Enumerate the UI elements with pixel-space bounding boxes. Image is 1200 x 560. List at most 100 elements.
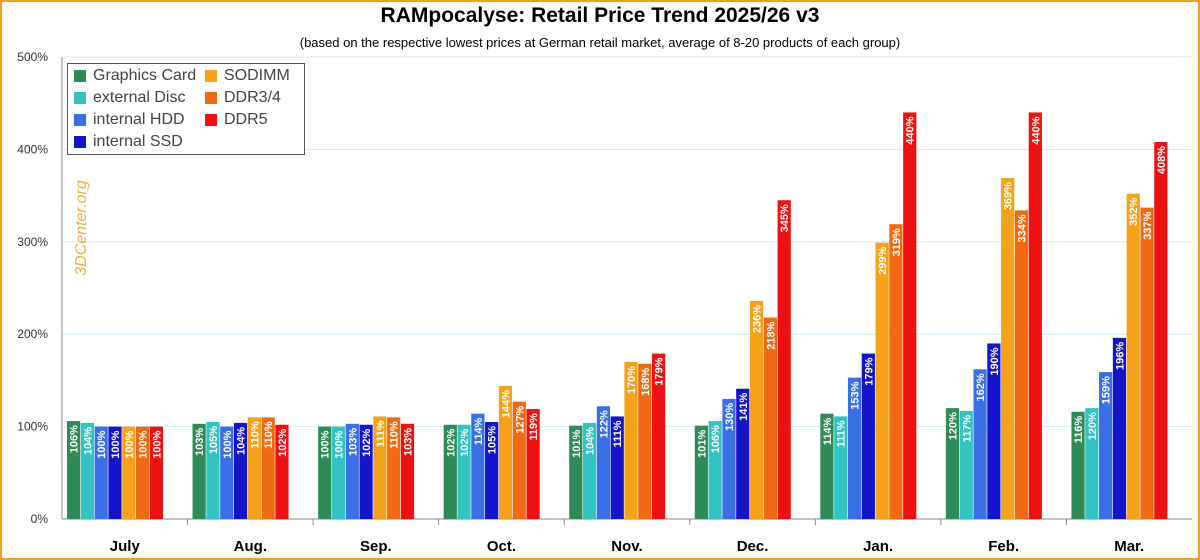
bar xyxy=(498,385,513,519)
bar xyxy=(624,361,638,519)
data-label: 299% xyxy=(877,247,889,275)
watermark: 3DCenter.org xyxy=(73,180,90,276)
bar xyxy=(94,426,108,519)
bar xyxy=(1112,337,1127,519)
legend-item: SODIMM xyxy=(205,65,290,87)
bar xyxy=(275,424,289,519)
bar xyxy=(1085,408,1099,519)
x-category-label: Sep. xyxy=(360,538,392,555)
legend-swatch xyxy=(74,70,86,82)
bar xyxy=(400,423,415,519)
data-label: 159% xyxy=(1101,376,1113,404)
data-label: 106% xyxy=(69,425,81,453)
bar xyxy=(457,424,471,519)
data-label: 103% xyxy=(194,428,206,456)
data-label: 110% xyxy=(389,421,401,449)
x-category-label: Oct. xyxy=(487,538,516,555)
data-label: 100% xyxy=(110,430,122,458)
data-label: 144% xyxy=(500,390,512,418)
data-label: 352% xyxy=(1128,198,1140,226)
data-label: 116% xyxy=(1073,416,1085,444)
y-tick-label: 400% xyxy=(17,142,48,156)
bar xyxy=(149,426,163,519)
data-label: 102% xyxy=(361,429,373,457)
bar xyxy=(1126,193,1140,519)
data-label: 440% xyxy=(905,116,917,144)
legend-item: internal SSD xyxy=(74,131,183,153)
data-label: 111% xyxy=(612,420,624,447)
bar xyxy=(596,406,611,519)
data-label: 196% xyxy=(1114,342,1126,370)
legend-label: DDR3/4 xyxy=(224,89,281,106)
legend-item: DDR3/4 xyxy=(205,87,281,109)
data-label: 369% xyxy=(1003,182,1015,210)
data-label: 119% xyxy=(528,413,540,441)
bar xyxy=(387,417,401,519)
legend-swatch xyxy=(74,114,86,126)
legend-item: Graphics Card xyxy=(74,65,196,87)
bar xyxy=(108,426,122,519)
data-label: 236% xyxy=(752,305,764,333)
legend-swatch xyxy=(205,92,217,104)
bar xyxy=(834,416,848,519)
legend-label: Graphics Card xyxy=(93,67,197,84)
data-label: 170% xyxy=(626,366,638,394)
bar xyxy=(373,416,387,519)
data-label: 153% xyxy=(850,381,862,409)
data-label: 168% xyxy=(640,368,652,396)
bar xyxy=(861,353,875,519)
bar xyxy=(345,423,359,519)
bar xyxy=(694,425,708,519)
data-label: 179% xyxy=(863,357,875,385)
data-label: 102% xyxy=(459,429,471,457)
bar xyxy=(722,398,736,519)
data-label: 337% xyxy=(1142,211,1154,239)
bar xyxy=(512,401,526,519)
chart-subtitle: (based on the respective lowest prices a… xyxy=(299,35,901,50)
bar xyxy=(331,426,346,519)
bar xyxy=(233,422,248,519)
bar xyxy=(261,417,275,519)
bar xyxy=(959,410,973,519)
data-label: 104% xyxy=(236,427,248,455)
bar xyxy=(1071,411,1085,519)
data-label: 100% xyxy=(222,430,234,458)
y-tick-label: 100% xyxy=(17,420,48,434)
legend-label: internal SSD xyxy=(93,133,183,150)
bar xyxy=(708,421,722,519)
data-label: 440% xyxy=(1030,116,1042,144)
data-label: 110% xyxy=(249,421,261,449)
bar xyxy=(359,424,373,519)
data-label: 111% xyxy=(836,420,848,447)
bar xyxy=(1001,178,1015,519)
data-label: 319% xyxy=(891,228,903,256)
bar xyxy=(192,423,206,519)
legend-swatch xyxy=(74,136,86,148)
legend-item: external Disc xyxy=(74,87,185,109)
data-label: 162% xyxy=(975,373,987,401)
bar xyxy=(763,317,777,519)
data-label: 141% xyxy=(738,393,750,421)
bar xyxy=(485,421,499,519)
data-label: 102% xyxy=(277,429,289,457)
bar xyxy=(987,343,1001,519)
legend-swatch xyxy=(74,92,86,104)
bar xyxy=(820,413,834,519)
bar xyxy=(136,426,150,519)
data-label: 130% xyxy=(724,403,736,431)
data-label: 190% xyxy=(989,347,1001,375)
bar xyxy=(847,377,862,519)
data-label: 408% xyxy=(1156,146,1168,174)
data-label: 179% xyxy=(654,357,666,385)
bar xyxy=(1028,112,1042,519)
x-category-label: Nov. xyxy=(611,538,642,555)
bar xyxy=(889,224,903,519)
data-label: 100% xyxy=(96,430,108,458)
data-label: 104% xyxy=(82,427,94,455)
x-category-label: Mar. xyxy=(1114,538,1144,555)
bar xyxy=(638,363,652,519)
data-label: 105% xyxy=(208,426,220,454)
data-label: 120% xyxy=(947,412,959,440)
bar xyxy=(122,426,136,519)
data-label: 127% xyxy=(514,405,526,433)
